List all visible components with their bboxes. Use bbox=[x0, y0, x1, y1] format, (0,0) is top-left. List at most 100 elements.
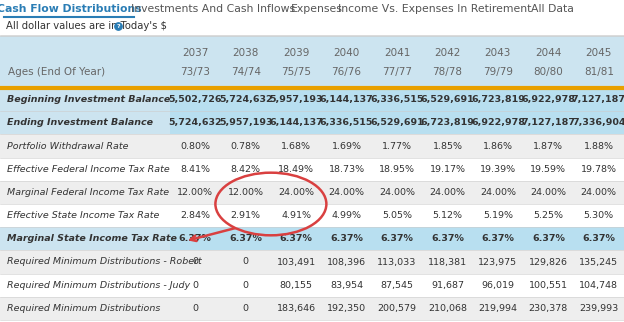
Text: 104,748: 104,748 bbox=[579, 281, 618, 290]
Text: 96,019: 96,019 bbox=[481, 281, 514, 290]
Text: Expenses: Expenses bbox=[291, 4, 343, 14]
Text: All Data: All Data bbox=[530, 4, 573, 14]
Text: 24.00%: 24.00% bbox=[429, 188, 466, 197]
Text: 78/78: 78/78 bbox=[432, 67, 462, 77]
Bar bbox=[0, 274, 624, 297]
Text: 8.41%: 8.41% bbox=[180, 165, 210, 174]
Bar bbox=[0, 297, 170, 320]
Text: 80,155: 80,155 bbox=[280, 281, 313, 290]
Text: 2044: 2044 bbox=[535, 48, 562, 58]
Text: 79/79: 79/79 bbox=[483, 67, 513, 77]
Text: 8.42%: 8.42% bbox=[231, 165, 261, 174]
Text: 1.86%: 1.86% bbox=[483, 141, 513, 150]
Text: 6,723,819: 6,723,819 bbox=[471, 95, 525, 104]
Text: 129,826: 129,826 bbox=[529, 258, 568, 267]
Text: 6.37%: 6.37% bbox=[582, 234, 615, 243]
Text: 118,381: 118,381 bbox=[428, 258, 467, 267]
Text: 2039: 2039 bbox=[283, 48, 310, 58]
Text: 81/81: 81/81 bbox=[584, 67, 614, 77]
Text: 108,396: 108,396 bbox=[327, 258, 366, 267]
Bar bbox=[0, 88, 170, 111]
Text: 91,687: 91,687 bbox=[431, 281, 464, 290]
Text: 74/74: 74/74 bbox=[231, 67, 261, 77]
Text: 0: 0 bbox=[192, 304, 198, 313]
Text: 6.37%: 6.37% bbox=[280, 234, 313, 243]
Text: 0: 0 bbox=[243, 304, 249, 313]
Text: Required Minimum Distributions: Required Minimum Distributions bbox=[7, 304, 160, 313]
Text: 6.37%: 6.37% bbox=[532, 234, 565, 243]
Bar bbox=[0, 227, 170, 251]
Text: 5.19%: 5.19% bbox=[483, 211, 513, 220]
Text: 1.68%: 1.68% bbox=[281, 141, 311, 150]
Text: 1.85%: 1.85% bbox=[432, 141, 462, 150]
Bar bbox=[0, 157, 624, 181]
Text: 7,127,187: 7,127,187 bbox=[572, 95, 624, 104]
Bar bbox=[0, 36, 624, 88]
Text: 2040: 2040 bbox=[333, 48, 359, 58]
Text: 24.00%: 24.00% bbox=[329, 188, 364, 197]
Text: 24.00%: 24.00% bbox=[530, 188, 567, 197]
Text: 2038: 2038 bbox=[233, 48, 259, 58]
Text: 2.91%: 2.91% bbox=[231, 211, 261, 220]
Text: 0: 0 bbox=[192, 258, 198, 267]
Text: 2041: 2041 bbox=[384, 48, 410, 58]
Text: 2037: 2037 bbox=[182, 48, 208, 58]
Text: 24.00%: 24.00% bbox=[278, 188, 314, 197]
Text: 192,350: 192,350 bbox=[327, 304, 366, 313]
Text: 5,502,726: 5,502,726 bbox=[168, 95, 222, 104]
Text: 7,336,904: 7,336,904 bbox=[572, 118, 624, 127]
Text: 12.00%: 12.00% bbox=[177, 188, 213, 197]
Text: 6.37%: 6.37% bbox=[381, 234, 414, 243]
Text: 0.80%: 0.80% bbox=[180, 141, 210, 150]
Text: 2042: 2042 bbox=[434, 48, 461, 58]
Text: 6.37%: 6.37% bbox=[179, 234, 212, 243]
Text: 6.37%: 6.37% bbox=[482, 234, 514, 243]
Text: Required Minimum Distributions - Robert: Required Minimum Distributions - Robert bbox=[7, 258, 202, 267]
Text: 1.69%: 1.69% bbox=[331, 141, 361, 150]
Text: Investments And Cash Inflows: Investments And Cash Inflows bbox=[132, 4, 296, 14]
Text: 0: 0 bbox=[243, 281, 249, 290]
Bar bbox=[0, 251, 624, 274]
Text: 210,068: 210,068 bbox=[428, 304, 467, 313]
Text: 18.49%: 18.49% bbox=[278, 165, 314, 174]
Text: 7,127,187: 7,127,187 bbox=[521, 118, 575, 127]
Text: 1.87%: 1.87% bbox=[534, 141, 563, 150]
Text: 24.00%: 24.00% bbox=[480, 188, 516, 197]
Bar bbox=[0, 181, 170, 204]
Text: 6,144,137: 6,144,137 bbox=[319, 95, 373, 104]
Bar bbox=[0, 111, 170, 134]
Text: 1.77%: 1.77% bbox=[382, 141, 412, 150]
Text: 5,724,632: 5,724,632 bbox=[168, 118, 222, 127]
Text: 75/75: 75/75 bbox=[281, 67, 311, 77]
Bar bbox=[0, 204, 170, 227]
Text: Cash Flow Distributions: Cash Flow Distributions bbox=[0, 4, 141, 14]
Text: 6,144,137: 6,144,137 bbox=[269, 118, 323, 127]
Point bbox=[113, 24, 123, 29]
Text: 6,723,819: 6,723,819 bbox=[421, 118, 474, 127]
Text: 5.25%: 5.25% bbox=[534, 211, 563, 220]
Bar bbox=[0, 88, 624, 111]
Text: 2.84%: 2.84% bbox=[180, 211, 210, 220]
Text: Marginal Federal Income Tax Rate: Marginal Federal Income Tax Rate bbox=[7, 188, 169, 197]
Text: 5.05%: 5.05% bbox=[382, 211, 412, 220]
Text: ?: ? bbox=[116, 24, 120, 29]
Bar bbox=[0, 134, 624, 157]
Text: 239,993: 239,993 bbox=[579, 304, 618, 313]
Text: 87,545: 87,545 bbox=[381, 281, 414, 290]
Text: 12.00%: 12.00% bbox=[228, 188, 264, 197]
Text: 6.37%: 6.37% bbox=[330, 234, 363, 243]
Text: All dollar values are in Today's $: All dollar values are in Today's $ bbox=[6, 21, 167, 31]
Text: 183,646: 183,646 bbox=[276, 304, 316, 313]
Bar bbox=[0, 274, 170, 297]
Text: 80/80: 80/80 bbox=[534, 67, 563, 77]
Text: 5.30%: 5.30% bbox=[583, 211, 614, 220]
Text: 200,579: 200,579 bbox=[378, 304, 416, 313]
Text: 6,336,515: 6,336,515 bbox=[370, 95, 424, 104]
Text: 6.37%: 6.37% bbox=[431, 234, 464, 243]
Text: 5,724,632: 5,724,632 bbox=[219, 95, 273, 104]
Text: 103,491: 103,491 bbox=[276, 258, 316, 267]
Text: 4.99%: 4.99% bbox=[331, 211, 361, 220]
Text: 6,529,691: 6,529,691 bbox=[370, 118, 424, 127]
Text: 230,378: 230,378 bbox=[529, 304, 568, 313]
Text: 18.95%: 18.95% bbox=[379, 165, 415, 174]
